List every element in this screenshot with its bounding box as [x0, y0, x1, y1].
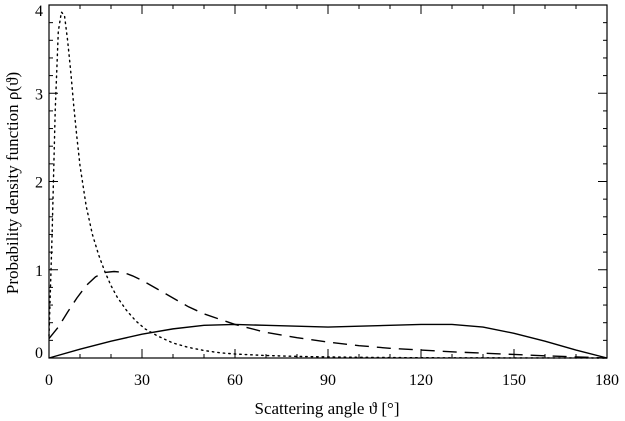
x-tick-label: 30 — [134, 372, 150, 389]
x-tick-label: 120 — [409, 372, 433, 389]
y-tick-label: 1 — [35, 263, 43, 280]
plot-frame — [48, 4, 608, 359]
series-line-solid — [48, 323, 608, 359]
x-tick-label: 0 — [45, 372, 53, 389]
plot-area — [48, 4, 608, 359]
series-line-dotted — [48, 10, 608, 359]
x-tick-label: 180 — [595, 372, 619, 389]
series-layer — [48, 10, 608, 359]
y-tick-label: 3 — [35, 86, 43, 103]
y-axis-label: Probability density function ρ(ϑ) — [3, 72, 22, 294]
ticks-layer: 0 30 60 90 120 150 180 0 1 2 3 4 — [35, 3, 619, 389]
x-tick-label: 150 — [502, 372, 526, 389]
x-tick-label: 60 — [227, 372, 243, 389]
x-axis-label: Scattering angle ϑ [°] — [254, 399, 399, 418]
y-tick-label: 2 — [35, 175, 43, 192]
y-tick-label: 4 — [35, 3, 43, 20]
x-tick-label: 90 — [320, 372, 336, 389]
y-tick-label: 0 — [35, 345, 43, 362]
series-line-dashed — [48, 270, 608, 359]
